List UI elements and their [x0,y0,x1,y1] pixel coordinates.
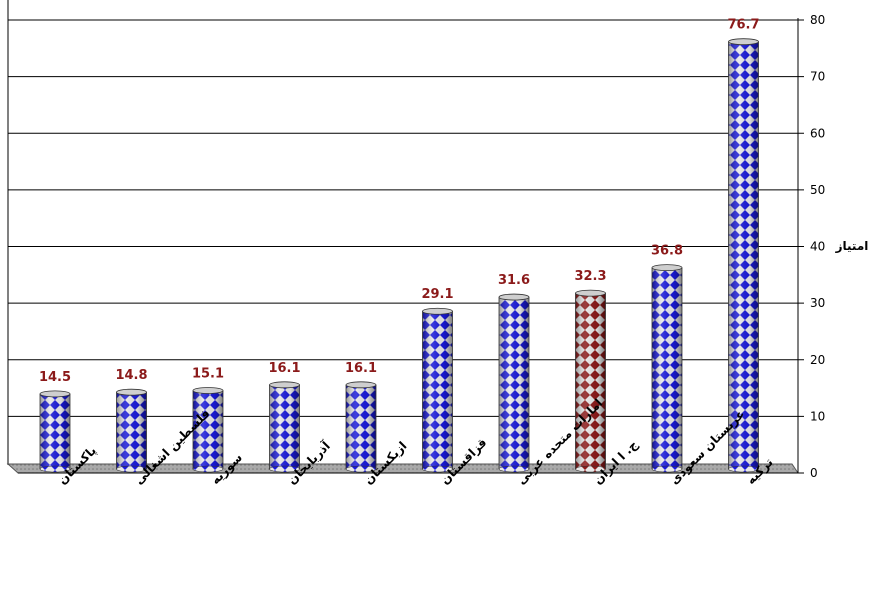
data-label: 31.6 [498,273,530,288]
data-label: 29.1 [421,287,453,302]
bar [39,390,71,473]
bar [651,264,683,473]
data-label: 16.1 [345,361,377,376]
data-labels: 14.5 14.8 15.1 16.1 16.1 29.1 31.6 32.3 36.8 76.7 [39,18,760,385]
y-axis: 0 10 20 30 40 50 60 70 80 [797,13,825,480]
data-label: 76.7 [727,18,759,33]
y-tick-label: 10 [810,409,825,423]
y-tick-label: 70 [810,70,825,84]
y-tick-label: 50 [810,183,825,197]
bars [39,38,759,473]
data-label: 32.3 [574,269,606,284]
y-tick-label: 30 [810,296,825,310]
data-label: 14.8 [115,368,147,383]
bar [498,293,530,473]
data-label: 15.1 [192,366,224,381]
y-tick-label: 40 [810,240,825,254]
y-axis-label: امتیاز [835,239,869,253]
y-tick-label: 80 [810,13,825,27]
bar [422,307,453,473]
bar [192,387,224,473]
data-label: 36.8 [651,244,683,259]
y-tick-label: 0 [810,466,818,480]
data-label: 16.1 [268,361,300,376]
bar [345,381,377,473]
grid-lines [7,0,798,465]
y-tick-label: 20 [810,353,825,367]
bar [269,381,300,473]
bar [116,388,147,473]
bar [728,38,759,473]
data-label: 14.5 [39,370,71,385]
y-tick-label: 60 [810,126,825,140]
bar [575,289,606,473]
